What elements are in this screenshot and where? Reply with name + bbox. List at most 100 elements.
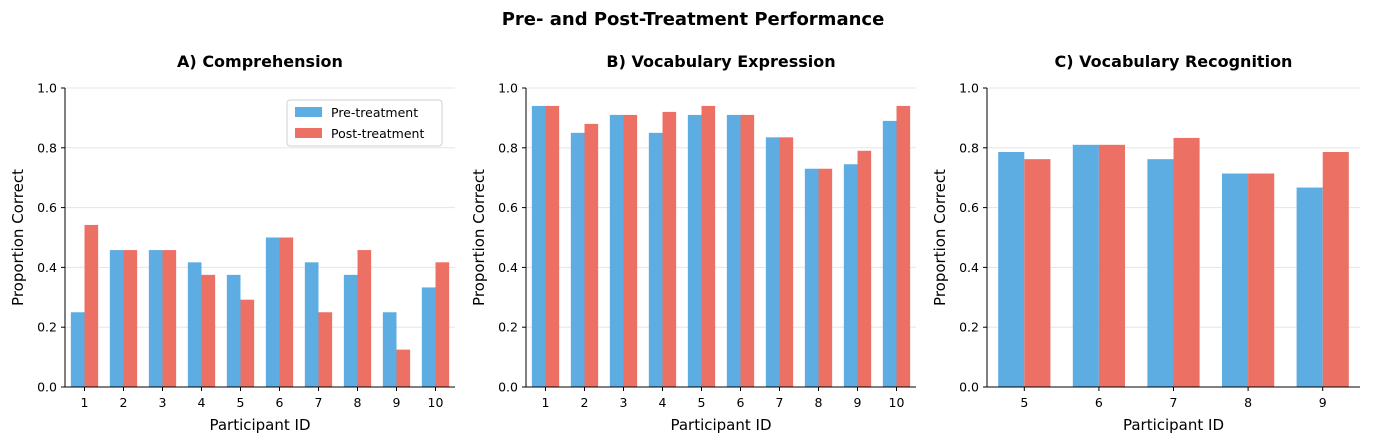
post-treatment-bar-8 — [818, 168, 833, 387]
panel-title: B) Vocabulary Expression — [606, 52, 835, 71]
y-axis-label: Proportion Correct — [470, 169, 488, 306]
x-tick-label: 8 — [815, 395, 823, 410]
legend: Pre-treatment Post-treatment — [286, 99, 443, 147]
pre-treatment-bar-8 — [343, 274, 358, 387]
post-treatment-bar-7 — [1173, 137, 1200, 387]
x-tick-label: 7 — [1170, 395, 1178, 410]
pre-treatment-bar-4 — [187, 262, 202, 387]
pre-treatment-bar-8 — [804, 168, 819, 387]
post-treatment-bar-7 — [318, 312, 333, 387]
x-axis-label: Participant ID — [1123, 416, 1224, 434]
x-tick-label: 7 — [315, 395, 323, 410]
y-tick-label: 0.6 — [959, 200, 979, 215]
figure-title: Pre- and Post-Treatment Performance — [502, 9, 885, 30]
pre-treatment-bar-2 — [570, 132, 585, 387]
y-tick-label: 0.4 — [37, 260, 57, 275]
x-axis-label: Participant ID — [209, 416, 310, 434]
x-tick-label: 6 — [1095, 395, 1103, 410]
legend-swatch-pre — [295, 107, 322, 117]
chart-panel-1: 0.0 0.2 0.4 0.6 0.8 1.0 1 2 3 4 5 6 7 8 9 10 A) Comprehe… — [9, 52, 455, 434]
legend-swatch-post — [295, 128, 322, 138]
pre-treatment-bar-7 — [304, 262, 319, 387]
x-tick-label: 10 — [428, 395, 444, 410]
pre-treatment-bar-4 — [648, 132, 663, 387]
y-axis-label: Proportion Correct — [9, 169, 27, 306]
post-treatment-bar-2 — [123, 250, 138, 387]
x-tick-label: 10 — [889, 395, 905, 410]
pre-treatment-bar-9 — [382, 312, 397, 387]
y-axis-label: Proportion Correct — [931, 169, 949, 306]
legend-box — [286, 99, 443, 147]
pre-treatment-bar-9 — [843, 164, 858, 387]
post-treatment-bar-9 — [396, 349, 411, 387]
post-treatment-bar-3 — [162, 250, 177, 387]
post-treatment-bar-10 — [435, 262, 450, 387]
x-tick-label: 9 — [854, 395, 862, 410]
x-axis-label: Participant ID — [670, 416, 771, 434]
x-tick-label: 4 — [659, 395, 667, 410]
y-tick-label: 0.2 — [959, 320, 979, 335]
post-treatment-bar-1 — [545, 105, 560, 387]
x-tick-label: 5 — [1020, 395, 1028, 410]
pre-treatment-bar-6 — [1072, 144, 1099, 387]
x-tick-label: 4 — [198, 395, 206, 410]
pre-treatment-bar-8 — [1221, 173, 1249, 387]
post-treatment-bar-7 — [779, 137, 794, 387]
x-tick-label: 6 — [737, 395, 745, 410]
y-tick-label: 0.2 — [37, 320, 57, 335]
y-tick-label: 0.8 — [498, 140, 518, 155]
y-tick-label: 0.0 — [37, 380, 57, 395]
post-treatment-bar-6 — [740, 114, 755, 387]
x-tick-label: 3 — [620, 395, 628, 410]
pre-treatment-bar-5 — [687, 114, 702, 387]
y-tick-label: 0.8 — [37, 140, 57, 155]
pre-treatment-bar-6 — [726, 114, 741, 387]
x-tick-label: 8 — [1244, 395, 1252, 410]
post-treatment-bar-8 — [357, 250, 372, 387]
post-treatment-bar-5 — [240, 299, 255, 387]
pre-treatment-bar-10 — [421, 287, 436, 387]
post-treatment-bar-9 — [857, 150, 872, 387]
chart-panel-3: 0.0 0.2 0.4 0.6 0.8 1.0 5 6 7 8 9 C) Vocabulary Rec… — [931, 52, 1360, 434]
pre-treatment-bar-7 — [1147, 159, 1174, 387]
x-tick-label: 3 — [159, 395, 167, 410]
legend-label-post: Post-treatment — [331, 126, 424, 141]
post-treatment-bar-5 — [1024, 159, 1051, 387]
pre-treatment-bar-3 — [609, 114, 624, 387]
post-treatment-bar-10 — [896, 105, 911, 387]
x-tick-label: 1 — [542, 395, 550, 410]
pre-treatment-bar-3 — [148, 250, 163, 387]
pre-treatment-bar-2 — [109, 250, 124, 387]
x-tick-label: 1 — [81, 395, 89, 410]
x-tick-label: 8 — [354, 395, 362, 410]
post-treatment-bar-6 — [1098, 144, 1126, 387]
x-tick-label: 9 — [1319, 395, 1327, 410]
pre-treatment-bar-9 — [1296, 187, 1323, 387]
x-tick-label: 5 — [698, 395, 706, 410]
x-tick-label: 9 — [393, 395, 401, 410]
x-tick-label: 2 — [120, 395, 128, 410]
y-tick-label: 0.0 — [959, 380, 979, 395]
x-tick-label: 5 — [237, 395, 245, 410]
y-tick-label: 1.0 — [37, 81, 57, 96]
x-tick-label: 2 — [581, 395, 589, 410]
post-treatment-bar-4 — [201, 274, 216, 387]
pre-treatment-bar-1 — [531, 105, 546, 387]
post-treatment-bar-3 — [623, 114, 638, 387]
post-treatment-bar-9 — [1322, 151, 1349, 387]
post-treatment-bar-5 — [701, 105, 716, 387]
pre-treatment-bar-6 — [265, 237, 280, 387]
pre-treatment-bar-1 — [70, 312, 85, 387]
y-tick-label: 1.0 — [498, 81, 518, 96]
chart-panel-2: 0.0 0.2 0.4 0.6 0.8 1.0 1 2 3 4 5 6 7 8 9 10 B) Vocabula… — [470, 52, 916, 434]
post-treatment-bar-2 — [584, 123, 599, 387]
y-tick-label: 0.8 — [959, 140, 979, 155]
y-tick-label: 0.2 — [498, 320, 518, 335]
pre-treatment-bar-10 — [882, 120, 897, 387]
pre-treatment-bar-5 — [998, 151, 1025, 387]
post-treatment-bar-6 — [279, 237, 294, 387]
y-tick-label: 0.4 — [498, 260, 518, 275]
y-tick-label: 0.0 — [498, 380, 518, 395]
